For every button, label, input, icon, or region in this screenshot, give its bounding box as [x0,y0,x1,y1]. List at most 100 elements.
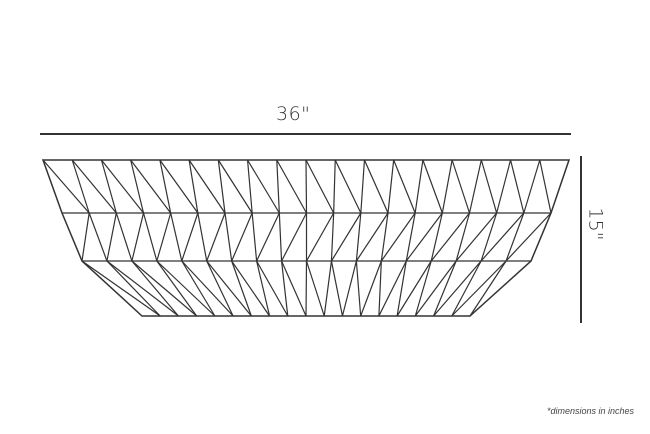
facet-vertical [414,159,424,214]
facet-vertical [159,159,172,214]
facet-diagonal [480,212,525,262]
facet-diagonal [256,212,280,262]
facet-vertical [355,212,362,262]
facet-diagonal [217,159,253,214]
facet-vertical [276,159,280,214]
facet-diagonal [231,212,253,262]
facet-diagonal [305,260,325,317]
facet-diagonal [505,212,552,262]
facet-vertical [333,159,336,214]
facet-vertical [323,260,333,317]
facet-diagonal [106,260,179,317]
facet-diagonal [414,260,432,317]
facet-diagonal [469,260,507,317]
facet-diagonal [181,260,234,317]
facet-vertical [231,260,252,317]
facet-vertical [505,212,525,262]
facet-diagonal [81,212,90,262]
facet-diagonal [363,159,389,214]
facet-vertical [330,212,335,262]
facet-diagonal [247,159,280,214]
facet-diagonal [106,212,117,262]
facet-diagonal [130,159,172,214]
width-label: 36" [276,103,311,125]
facet-vertical [130,159,145,214]
facet-vertical [455,212,471,262]
facet-vertical [206,260,234,317]
facet-vertical [468,159,482,214]
facet-diagonal [206,212,226,262]
units-note: *dimensions in inches [546,406,634,416]
facet-diagonal [509,159,525,214]
facet-diagonal [188,159,226,214]
facet-vertical [156,260,198,317]
facet-vertical [106,260,161,317]
facet-vertical [197,212,208,262]
facet-diagonal [181,212,199,262]
facet-vertical [441,159,453,214]
facet-diagonal [276,159,308,214]
facet-diagonal [131,260,198,317]
facet-diagonal [206,260,252,317]
facet-diagonal [380,212,416,262]
facet-vertical [71,159,90,214]
facet-diagonal [455,212,498,262]
facet-diagonal [71,159,117,214]
facet-diagonal [355,260,362,317]
facet-diagonal [156,212,172,262]
facet-diagonal [100,159,144,214]
facet-vertical [396,260,432,317]
facet-diagonal [305,159,335,214]
facet-diagonal [159,159,199,214]
facet-diagonal [305,212,335,262]
height-label: 15" [584,207,607,241]
facet-vertical [451,260,507,317]
facet-vertical [480,212,498,262]
facet-diagonal [42,159,90,214]
facet-vertical [188,159,199,214]
facet-vertical [380,212,389,262]
facet-diagonal [281,260,307,317]
facet-vertical [256,260,271,317]
facet-vertical [224,212,233,262]
facet-diagonal [81,260,161,317]
planter-lattice [42,159,552,317]
facet-vertical [131,260,179,317]
facet-vertical [305,260,308,317]
facet-vertical [88,212,108,262]
facet-diagonal [433,260,457,317]
facet-vertical [360,159,366,214]
facet-diagonal [334,159,362,214]
facet-diagonal [405,212,443,262]
facet-diagonal [451,260,482,317]
facet-vertical [170,212,183,262]
facet-diagonal [256,260,289,317]
facet-vertical [430,212,443,262]
facet-diagonal [330,260,344,317]
facet-diagonal [330,212,362,262]
facet-diagonal [231,260,271,317]
facet-diagonal [422,159,443,214]
facet-vertical [181,260,216,317]
facet-diagonal [281,212,308,262]
facet-vertical [523,159,541,214]
facet-vertical [305,159,308,214]
facet-vertical [341,260,357,317]
facet-diagonal [451,159,471,214]
facet-diagonal [396,260,407,317]
facet-vertical [115,212,133,262]
facet-vertical [378,260,407,317]
facet-diagonal [539,159,552,214]
facet-vertical [414,260,457,317]
facet-vertical [496,159,512,214]
facet-vertical [251,212,258,262]
facet-vertical [405,212,416,262]
facet-vertical [278,212,283,262]
facet-vertical [387,159,395,214]
facet-vertical [280,260,289,317]
facet-diagonal [355,212,389,262]
facet-diagonal [156,260,216,317]
facet-vertical [246,159,253,214]
facet-diagonal [430,212,470,262]
